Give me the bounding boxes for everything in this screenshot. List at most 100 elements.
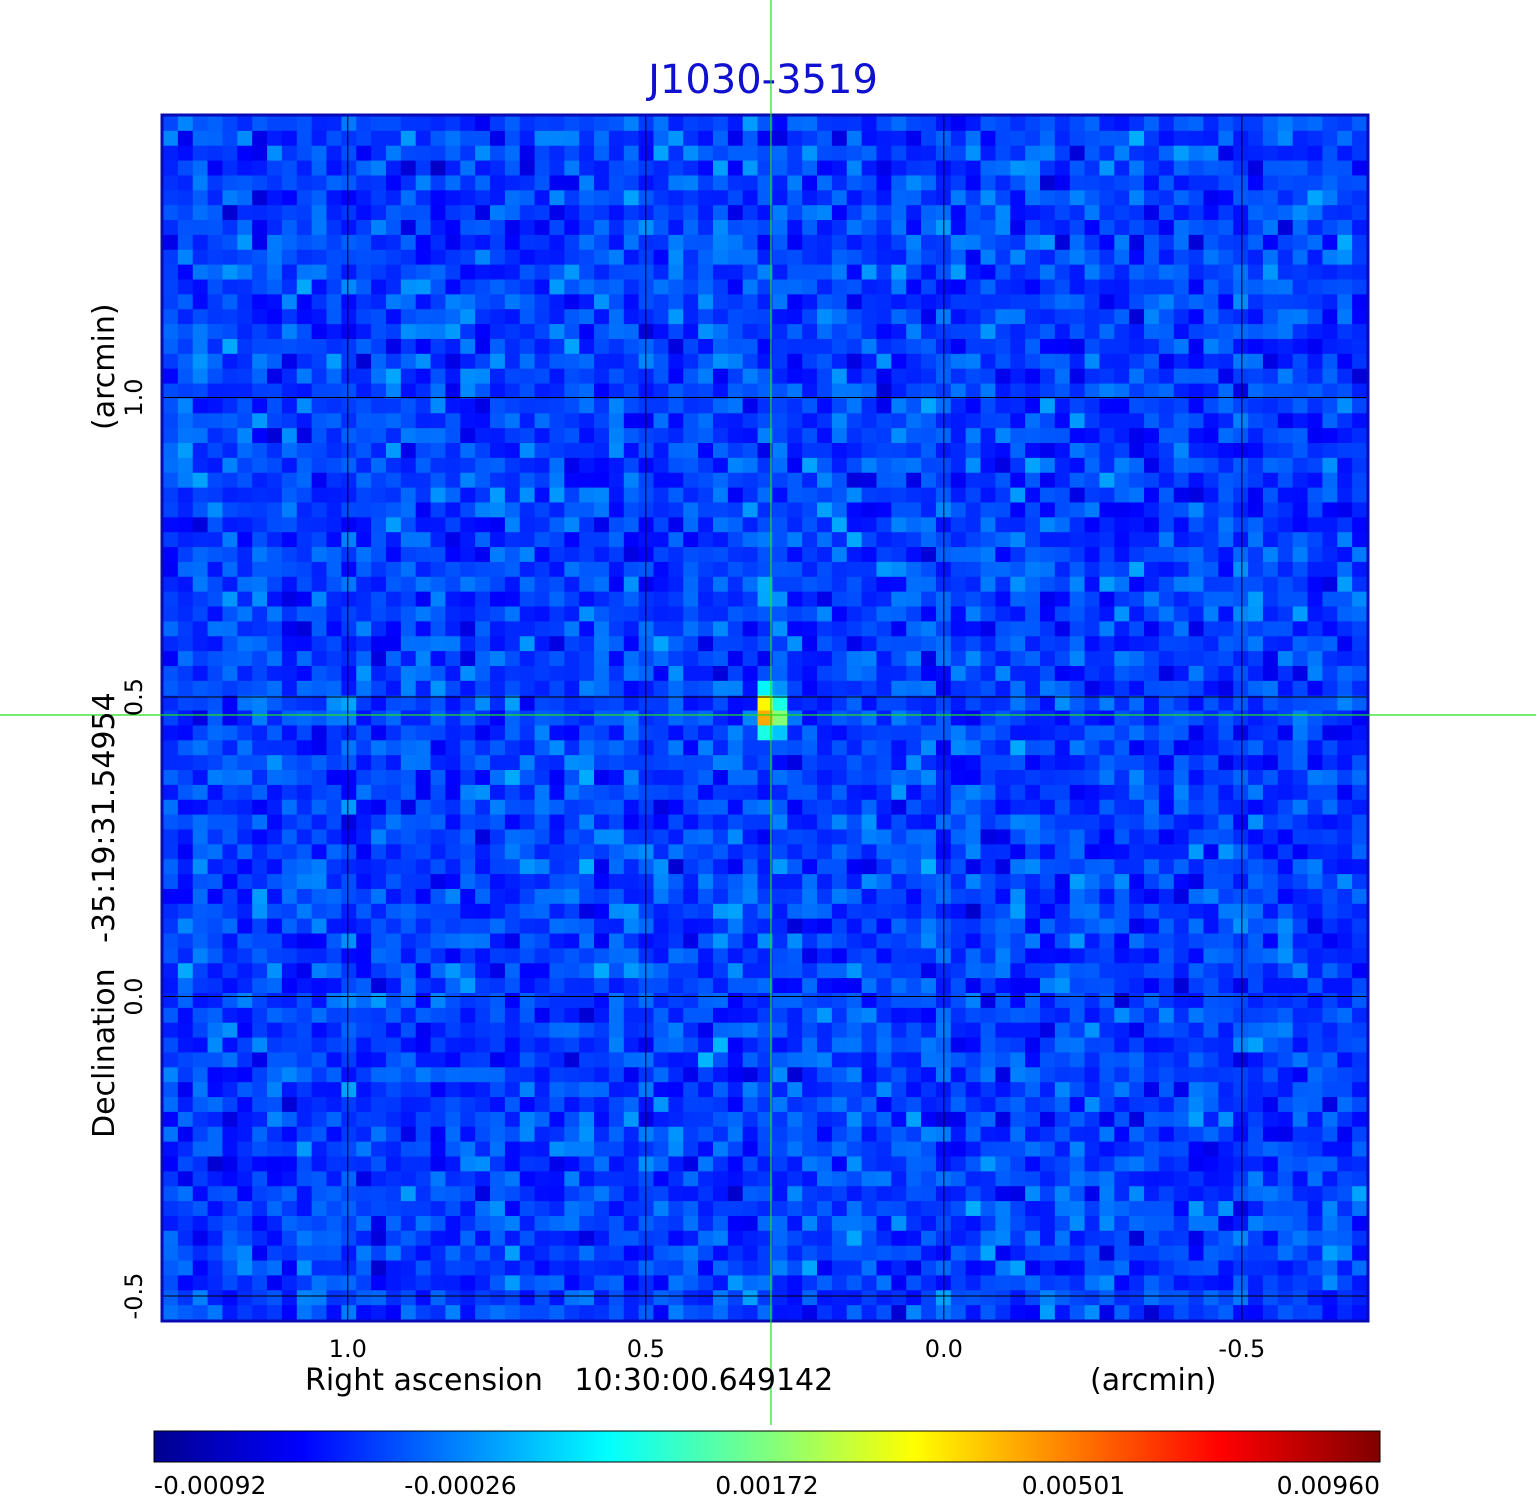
heatmap-cell [534, 740, 551, 756]
heatmap-cell [1248, 234, 1264, 251]
heatmap-cell [1054, 145, 1071, 162]
heatmap-cell [846, 309, 863, 325]
heatmap-cell [296, 428, 313, 444]
heatmap-cell [177, 829, 194, 845]
heatmap-cell [802, 874, 818, 890]
heatmap-cell [1144, 130, 1160, 147]
heatmap-cell [177, 576, 194, 593]
heatmap-cell [267, 576, 283, 593]
heatmap-cell [460, 175, 476, 191]
heatmap-cell [445, 725, 461, 741]
heatmap-cell [921, 502, 937, 518]
heatmap-cell [817, 740, 833, 756]
heatmap-cell [1114, 918, 1130, 935]
heatmap-cell [237, 547, 253, 563]
heatmap-cell [608, 190, 625, 206]
heatmap-cell [177, 487, 194, 504]
heatmap-cell [564, 487, 580, 504]
heatmap-cell [311, 963, 328, 979]
heatmap-cell [1025, 755, 1041, 771]
heatmap-cell [460, 933, 476, 949]
heatmap-cell [668, 591, 684, 608]
heatmap-cell [1054, 621, 1071, 637]
heatmap-cell [1039, 116, 1056, 132]
heatmap-cell [1144, 695, 1160, 712]
heatmap-cell [222, 324, 238, 340]
heatmap-cell [742, 547, 759, 563]
heatmap-cell [192, 160, 209, 177]
heatmap-cell [1307, 829, 1323, 845]
heatmap-cell [356, 695, 372, 712]
heatmap-cell [177, 309, 194, 325]
heatmap-cell [623, 725, 640, 741]
heatmap-cell [698, 695, 714, 712]
heatmap-cell [608, 814, 625, 831]
heatmap-cell [668, 1007, 684, 1024]
heatmap-cell [1173, 338, 1190, 355]
heatmap-cell [1337, 636, 1353, 652]
heatmap-cell [445, 398, 461, 414]
heatmap-cell [504, 695, 521, 712]
heatmap-cell [1084, 874, 1101, 890]
heatmap-cell [1352, 665, 1367, 682]
heatmap-cell [921, 948, 937, 964]
heatmap-cell [490, 309, 506, 325]
heatmap-cell [1054, 547, 1071, 563]
heatmap-cell [980, 978, 996, 994]
heatmap-cell [594, 428, 610, 444]
heatmap-cell [906, 368, 922, 385]
heatmap-cell [1262, 472, 1279, 489]
heatmap-cell [1262, 532, 1279, 548]
heatmap-cell [356, 160, 372, 177]
heatmap-cell [1158, 814, 1175, 831]
heatmap-cell [237, 1022, 253, 1039]
heatmap-cell [757, 636, 774, 652]
heatmap-cell [1158, 205, 1175, 221]
heatmap-cell [1025, 413, 1041, 429]
heatmap-cell [594, 517, 610, 533]
heatmap-cell [460, 651, 476, 667]
heatmap-cell [281, 443, 298, 459]
heatmap-cell [712, 487, 729, 504]
heatmap-cell [1248, 591, 1264, 608]
heatmap-cell [252, 963, 268, 979]
heatmap-cell [296, 264, 313, 281]
heatmap-cell [1129, 264, 1145, 281]
heatmap-cell [1337, 844, 1353, 860]
heatmap-cell [1203, 517, 1219, 533]
heatmap-cell [712, 636, 729, 652]
heatmap-cell [341, 383, 357, 400]
heatmap-cell [1352, 487, 1367, 504]
heatmap-cell [311, 680, 328, 697]
heatmap-cell [281, 918, 298, 935]
heatmap-cell [460, 918, 476, 935]
heatmap-cell [1337, 264, 1353, 281]
heatmap-cell [296, 933, 313, 949]
heatmap-cell [1292, 249, 1309, 266]
heatmap-cell [267, 517, 283, 533]
heatmap-cell [1277, 636, 1294, 652]
heatmap-cell [579, 755, 595, 771]
heatmap-cell [564, 249, 580, 266]
heatmap-cell [579, 502, 595, 518]
heatmap-cell [638, 324, 655, 340]
heatmap-cell [1114, 992, 1130, 1009]
heatmap-cell [742, 398, 759, 414]
heatmap-cell [668, 948, 684, 964]
heatmap-cell [1025, 561, 1041, 578]
heatmap-cell [1337, 755, 1353, 771]
heatmap-cell [177, 933, 194, 949]
heatmap-cell [1307, 234, 1323, 251]
heatmap-cell [415, 695, 432, 712]
heatmap-cell [817, 710, 833, 727]
heatmap-cell [846, 695, 863, 712]
heatmap-cell [222, 160, 238, 177]
heatmap-cell [177, 978, 194, 994]
heatmap-cell [192, 502, 209, 518]
heatmap-cell [831, 799, 848, 816]
heatmap-cell [430, 130, 447, 147]
heatmap-cell [326, 888, 342, 905]
heatmap-cell [1158, 636, 1175, 652]
heatmap-cell [1099, 517, 1115, 533]
heatmap-cell [415, 799, 432, 816]
